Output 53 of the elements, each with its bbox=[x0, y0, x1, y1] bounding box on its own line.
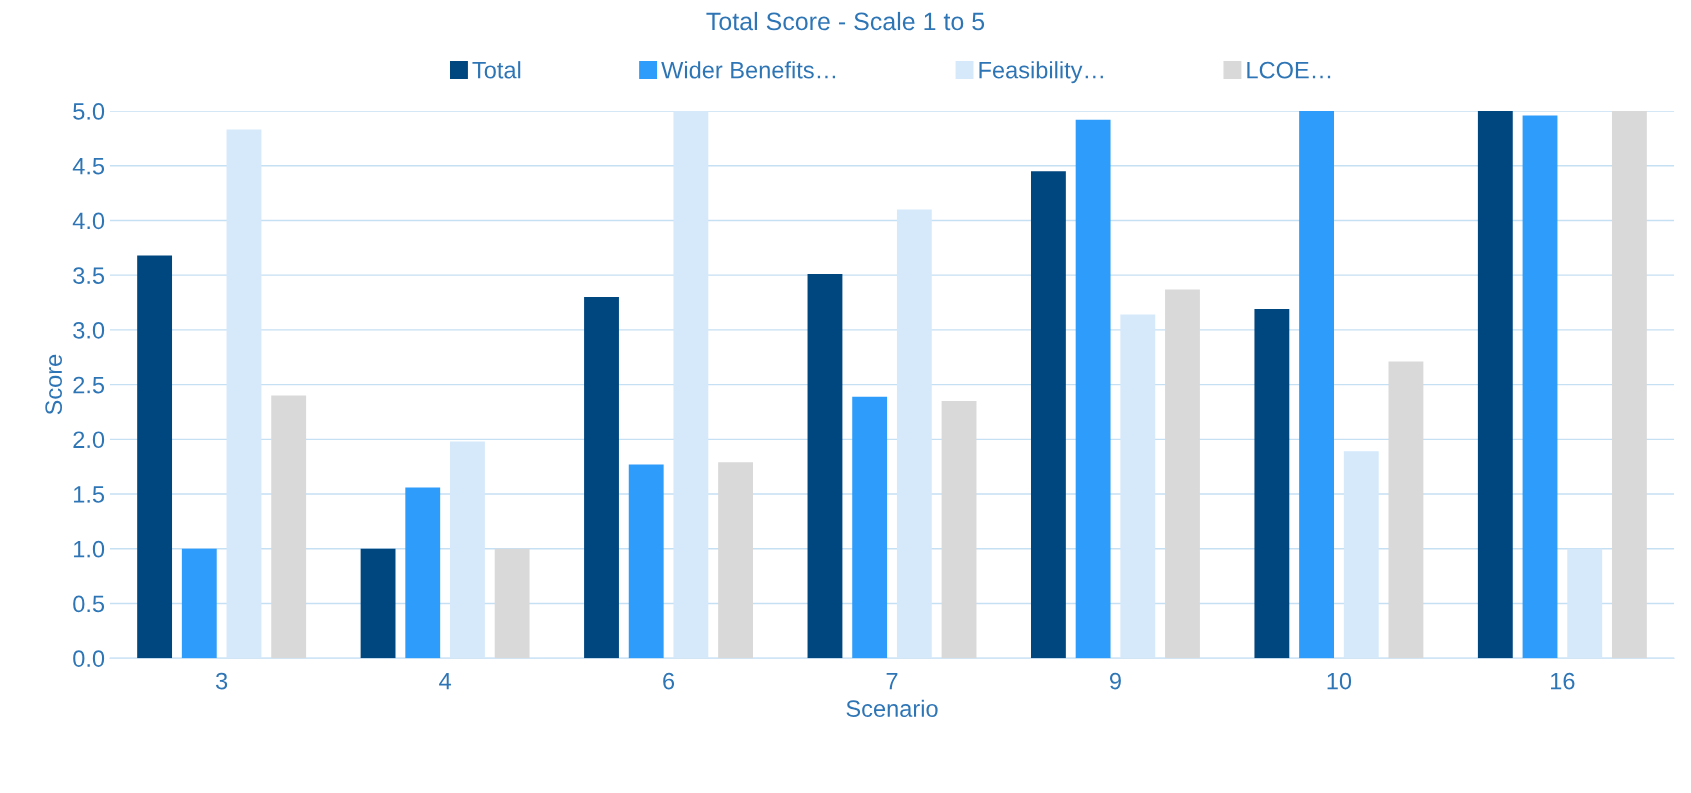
bar bbox=[673, 111, 709, 659]
bar bbox=[450, 441, 485, 659]
chart-title: Total Score - Scale 1 to 5 bbox=[706, 11, 985, 31]
x-tick-label: 4 bbox=[439, 672, 451, 690]
bar bbox=[584, 297, 619, 659]
bar bbox=[226, 129, 262, 659]
x-tick-label: 10 bbox=[1327, 672, 1352, 690]
bar bbox=[1343, 451, 1379, 659]
bar bbox=[1388, 361, 1424, 659]
y-tick-label: 2.5 bbox=[73, 376, 105, 394]
bar bbox=[181, 548, 217, 659]
y-tick-label: 1.5 bbox=[74, 486, 105, 503]
y-tick-label: 2.0 bbox=[73, 431, 105, 449]
bar bbox=[137, 255, 173, 659]
legend-label: Feasibility… bbox=[979, 61, 1103, 84]
legend-label: LCOE… bbox=[1247, 61, 1331, 79]
bar bbox=[718, 462, 754, 659]
x-axis-title: Scenario bbox=[846, 699, 938, 717]
x-tick-label: 6 bbox=[663, 672, 675, 690]
bar bbox=[1075, 119, 1111, 659]
bar bbox=[1477, 111, 1513, 659]
bar bbox=[1165, 289, 1200, 659]
y-axis-title: Score bbox=[45, 354, 63, 415]
legend-label: Wider Benefits… bbox=[661, 61, 836, 79]
bar bbox=[1522, 115, 1558, 659]
y-tick-label: 5.0 bbox=[73, 103, 105, 120]
y-tick-label: 3.5 bbox=[73, 267, 105, 284]
bar bbox=[628, 464, 664, 659]
bar bbox=[1120, 314, 1156, 659]
y-tick-label: 0.0 bbox=[73, 650, 105, 667]
bar bbox=[1611, 111, 1647, 659]
x-tick-label: 7 bbox=[886, 672, 898, 690]
bar bbox=[1030, 171, 1066, 659]
y-tick-label: 3.0 bbox=[73, 321, 105, 339]
x-tick-label: 3 bbox=[215, 672, 228, 690]
bar bbox=[896, 209, 932, 659]
bar bbox=[271, 395, 307, 659]
bar bbox=[852, 396, 888, 659]
y-tick-label: 4.5 bbox=[72, 158, 105, 175]
bar bbox=[941, 401, 977, 659]
y-tick-label: 0.5 bbox=[73, 595, 105, 613]
bar bbox=[494, 548, 530, 659]
bar bbox=[1567, 548, 1603, 659]
bar bbox=[1254, 309, 1290, 659]
x-tick-label: 9 bbox=[1110, 672, 1121, 690]
bar bbox=[405, 487, 441, 659]
bar bbox=[360, 548, 396, 659]
bar bbox=[807, 274, 843, 659]
legend-label: Total bbox=[472, 61, 521, 79]
x-tick-label: 16 bbox=[1551, 672, 1575, 690]
y-tick-label: 1.0 bbox=[74, 540, 105, 558]
bar bbox=[1299, 111, 1334, 659]
y-tick-label: 4.0 bbox=[72, 212, 105, 230]
